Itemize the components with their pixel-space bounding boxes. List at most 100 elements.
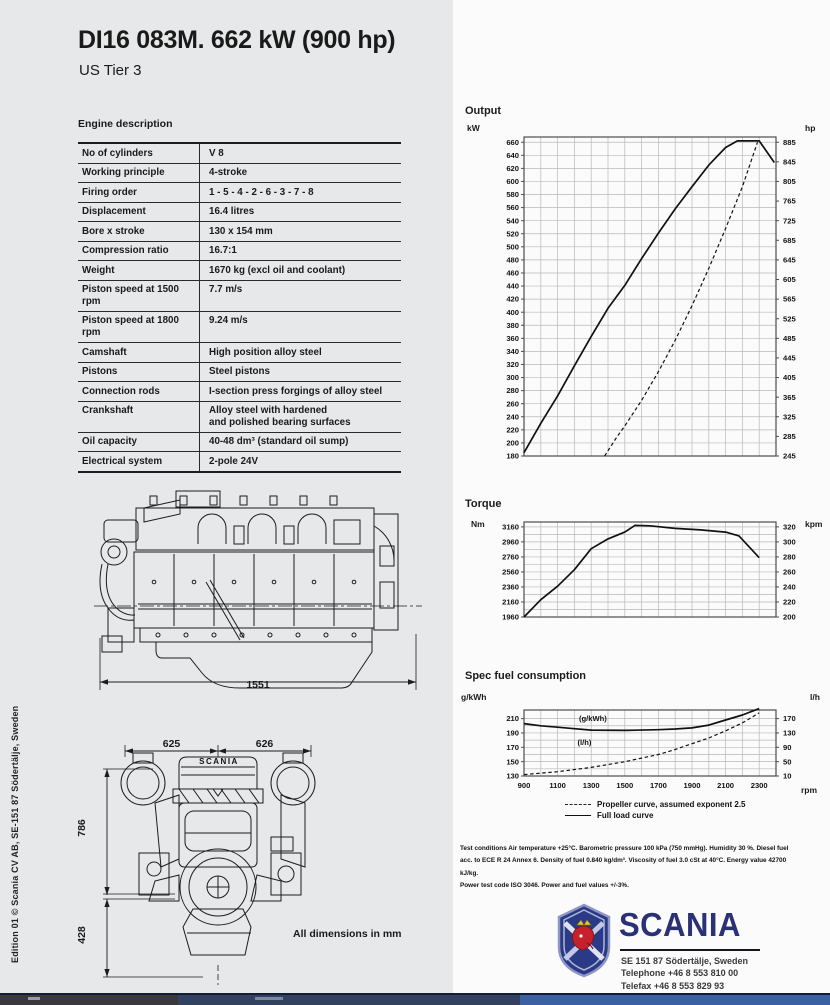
svg-text:500: 500 bbox=[506, 242, 519, 251]
edition-note: Edition 01 © Scania CV AB, SE-151 87 Söd… bbox=[10, 705, 20, 963]
dashed-line-sample-icon bbox=[565, 804, 591, 805]
svg-text:200: 200 bbox=[783, 613, 796, 622]
svg-text:565: 565 bbox=[783, 295, 796, 304]
svg-text:405: 405 bbox=[783, 373, 796, 382]
bottom-bar-dark-segment bbox=[0, 995, 178, 1005]
svg-text:240: 240 bbox=[506, 412, 519, 421]
svg-text:540: 540 bbox=[506, 216, 519, 225]
svg-text:365: 365 bbox=[783, 393, 796, 402]
spec-row: Piston speed at 1800 rpm 9.24 m/s bbox=[78, 311, 401, 344]
svg-text:1100: 1100 bbox=[549, 781, 565, 790]
svg-text:560: 560 bbox=[506, 203, 519, 212]
scania-wordmark: SCANIA bbox=[619, 906, 741, 944]
legend-full-load-label: Full load curve bbox=[597, 811, 654, 820]
svg-text:2760: 2760 bbox=[502, 553, 519, 562]
spec-row: No of cylinders V 8 bbox=[78, 143, 401, 164]
output-left-axis-unit: kW bbox=[467, 123, 480, 133]
engine-description-table: No of cylinders V 8 Working principle 4-st… bbox=[78, 142, 401, 473]
svg-text:130: 130 bbox=[783, 729, 796, 738]
output-chart-heading: Output bbox=[465, 105, 502, 117]
legend-full-load-row: Full load curve bbox=[565, 810, 746, 821]
bottom-bar-mark bbox=[255, 997, 283, 1000]
torque-left-axis-unit: Nm bbox=[471, 519, 485, 529]
svg-text:1500: 1500 bbox=[616, 781, 633, 790]
test-conditions: Test conditions Air temperature +25°C. B… bbox=[460, 843, 795, 893]
svg-text:280: 280 bbox=[783, 553, 796, 562]
svg-text:170: 170 bbox=[506, 743, 519, 752]
spec-row: Oil capacity 40-48 dm³ (standard oil sump… bbox=[78, 432, 401, 453]
fuel-left-axis-unit: g/kWh bbox=[461, 692, 487, 702]
svg-text:170: 170 bbox=[783, 714, 796, 723]
svg-text:10: 10 bbox=[783, 772, 791, 781]
legend-propeller-row: Propeller curve, assumed exponent 2.5 bbox=[565, 799, 746, 810]
bottom-bar-mark bbox=[28, 997, 40, 1000]
svg-text:420: 420 bbox=[506, 295, 519, 304]
svg-text:200: 200 bbox=[506, 439, 519, 448]
svg-text:260: 260 bbox=[506, 399, 519, 408]
torque-chart-canvas: 3160 2960 2760 2560 2360 2160 1960 320 300 280 260… bbox=[478, 514, 830, 623]
page-subtitle: US Tier 3 bbox=[79, 62, 142, 79]
svg-text:260: 260 bbox=[783, 568, 796, 577]
svg-text:805: 805 bbox=[783, 177, 796, 186]
svg-text:280: 280 bbox=[506, 386, 519, 395]
test-conditions-line: Test conditions Air temperature +25°C. B… bbox=[460, 845, 789, 852]
torque-right-axis-unit: kpm bbox=[805, 519, 823, 529]
svg-text:1900: 1900 bbox=[684, 781, 701, 790]
spec-row: Camshaft High position alloy steel bbox=[78, 342, 401, 363]
svg-text:645: 645 bbox=[783, 255, 796, 264]
svg-text:525: 525 bbox=[783, 314, 796, 323]
svg-text:1300: 1300 bbox=[583, 781, 600, 790]
svg-text:300: 300 bbox=[783, 538, 796, 547]
svg-text:445: 445 bbox=[783, 354, 796, 363]
dimension-label-height-upper: 786 bbox=[76, 819, 88, 837]
svg-text:885: 885 bbox=[783, 138, 796, 147]
bottom-bar-mid-segment bbox=[178, 995, 520, 1005]
dimension-label-width-right: 626 bbox=[255, 738, 274, 750]
spec-row: Firing order 1 - 5 - 4 - 2 - 6 - 3 - 7 - … bbox=[78, 182, 401, 203]
svg-text:380: 380 bbox=[506, 321, 519, 330]
svg-text:3160: 3160 bbox=[502, 522, 519, 531]
svg-text:640: 640 bbox=[506, 151, 519, 160]
spec-sheet-left-panel: DI16 083M. 662 kW (900 hp) US Tier 3 Eng… bbox=[0, 0, 453, 1003]
svg-text:2160: 2160 bbox=[502, 598, 519, 607]
svg-text:580: 580 bbox=[506, 190, 519, 199]
svg-text:180: 180 bbox=[506, 452, 519, 461]
svg-text:320: 320 bbox=[506, 360, 519, 369]
svg-text:480: 480 bbox=[506, 255, 519, 264]
spec-row: Bore x stroke 130 x 154 mm bbox=[78, 221, 401, 242]
svg-text:220: 220 bbox=[506, 425, 519, 434]
spec-row: Crankshaft Alloy steel with hardened and … bbox=[78, 401, 401, 433]
bottom-bar bbox=[0, 993, 830, 1005]
test-conditions-line: Power test code ISO 3046. Power and fuel… bbox=[460, 882, 629, 890]
fuel-chart-canvas: 210 190 170 150 130 170 130 90 50 10 900 1100 1300 15… bbox=[478, 702, 830, 794]
torque-chart-heading: Torque bbox=[465, 498, 502, 510]
svg-text:660: 660 bbox=[506, 138, 519, 147]
svg-text:485: 485 bbox=[783, 334, 796, 343]
svg-text:240: 240 bbox=[783, 583, 796, 592]
spec-row: Weight 1670 kg (excl oil and coolant) bbox=[78, 260, 401, 281]
chart-legend: Propeller curve, assumed exponent 2.5 Fu… bbox=[565, 799, 746, 821]
spec-row: Displacement 16.4 litres bbox=[78, 202, 401, 223]
svg-text:1960: 1960 bbox=[502, 613, 519, 622]
solid-line-sample-icon bbox=[565, 815, 591, 816]
svg-text:520: 520 bbox=[506, 229, 519, 238]
spec-row: Connection rods I-section press forgings … bbox=[78, 381, 401, 402]
dimension-label-length: 1551 bbox=[246, 679, 270, 691]
svg-text:2300: 2300 bbox=[751, 781, 768, 790]
spec-row: Electrical system 2-pole 24V bbox=[78, 451, 401, 473]
output-right-axis-unit: hp bbox=[805, 123, 816, 133]
test-conditions-line: acc. to ECE R 24 Annex 6. Density of fue… bbox=[460, 857, 787, 877]
svg-text:900: 900 bbox=[518, 781, 531, 790]
svg-text:400: 400 bbox=[506, 308, 519, 317]
svg-text:725: 725 bbox=[783, 216, 796, 225]
spec-row: Working principle 4-stroke bbox=[78, 163, 401, 184]
svg-text:2560: 2560 bbox=[502, 568, 519, 577]
svg-text:50: 50 bbox=[783, 757, 791, 766]
svg-text:325: 325 bbox=[783, 412, 796, 421]
svg-text:1700: 1700 bbox=[650, 781, 667, 790]
dimension-label-height-lower: 428 bbox=[76, 926, 88, 944]
footer-phone: Telephone +46 8 553 810 00 bbox=[621, 968, 739, 978]
svg-text:340: 340 bbox=[506, 347, 519, 356]
svg-text:2100: 2100 bbox=[717, 781, 734, 790]
drawing-note: All dimensions in mm bbox=[293, 928, 402, 940]
